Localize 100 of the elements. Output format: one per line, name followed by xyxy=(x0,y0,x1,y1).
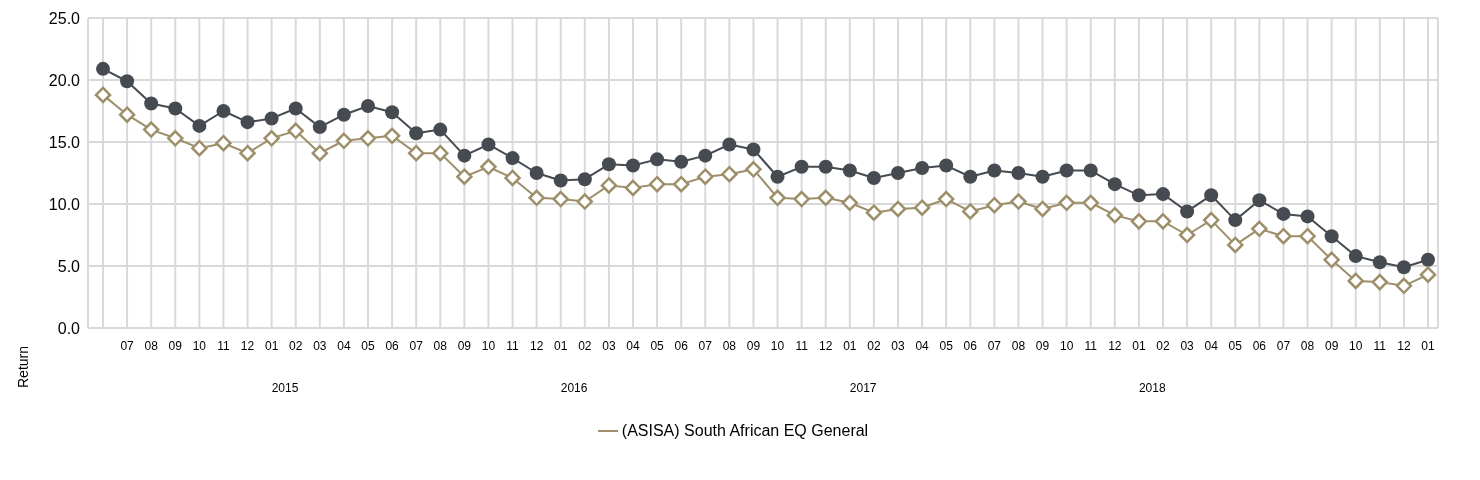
x-tick-label: 09 xyxy=(168,339,183,353)
point xyxy=(120,74,135,89)
point xyxy=(794,159,809,174)
point xyxy=(769,189,786,207)
point xyxy=(1180,204,1195,219)
x-tick-label: 05 xyxy=(1228,339,1243,353)
x-tick-label: 12 xyxy=(529,339,544,353)
x-tick-label: 10 xyxy=(192,339,207,353)
point xyxy=(288,101,303,116)
point xyxy=(335,132,353,150)
x-tick-label: 08 xyxy=(144,339,159,353)
x-tick-label: 04 xyxy=(626,339,640,353)
x-tick-label: 09 xyxy=(746,339,761,353)
point xyxy=(1130,213,1148,230)
x-tick-label: 03 xyxy=(1180,339,1195,353)
point xyxy=(576,193,594,210)
x-tick-label: 12 xyxy=(1397,339,1411,353)
point xyxy=(192,118,207,133)
point xyxy=(383,127,401,145)
point xyxy=(1083,163,1098,178)
point xyxy=(432,144,449,162)
x-tick-label: 03 xyxy=(602,339,616,353)
point xyxy=(1131,188,1146,203)
point xyxy=(263,130,280,147)
point xyxy=(939,158,954,173)
x-tick-label: 06 xyxy=(963,339,978,353)
x-tick-label: 02 xyxy=(1156,339,1170,353)
point xyxy=(1251,220,1268,238)
x-tick-label: 07 xyxy=(409,339,424,353)
point xyxy=(577,172,592,187)
point xyxy=(987,163,1002,178)
x-tick-label: 02 xyxy=(578,339,592,353)
point xyxy=(937,190,955,208)
x-tick-label: 02 xyxy=(867,339,881,353)
x-tick-label: 01 xyxy=(1132,339,1146,353)
x-tick-label: 09 xyxy=(1035,339,1050,353)
point xyxy=(1300,209,1315,224)
point xyxy=(553,173,568,188)
point xyxy=(1395,277,1413,295)
y-tick-label: 10.0 xyxy=(48,195,81,213)
x-tick-label: 07 xyxy=(120,339,135,353)
point xyxy=(142,121,160,138)
point xyxy=(770,169,785,184)
text: 2018 xyxy=(1138,381,1166,395)
point xyxy=(986,196,1003,214)
point xyxy=(168,101,183,116)
point xyxy=(746,142,761,157)
x-tick-label: 07 xyxy=(1276,339,1291,353)
x-tick-label: 12 xyxy=(819,339,833,353)
point xyxy=(913,199,931,216)
text: 2016 xyxy=(560,381,588,395)
x-tick-label: 06 xyxy=(385,339,400,353)
point xyxy=(866,170,881,185)
point xyxy=(1058,194,1075,212)
point xyxy=(552,190,569,208)
point xyxy=(407,144,425,162)
x-tick-label: 07 xyxy=(698,339,713,353)
y-tick-label: 5.0 xyxy=(57,257,81,275)
point xyxy=(745,161,762,178)
x-tick-label: 05 xyxy=(939,339,954,353)
x-tick-label: 01 xyxy=(554,339,568,353)
point xyxy=(433,122,448,137)
x-tick-label: 01 xyxy=(1421,339,1435,353)
x-tick-label: 02 xyxy=(289,339,303,353)
x-tick-label: 11 xyxy=(795,339,809,353)
point xyxy=(1419,266,1437,283)
point xyxy=(505,151,520,166)
point xyxy=(529,166,544,180)
point xyxy=(504,169,521,187)
point xyxy=(697,168,714,185)
point xyxy=(287,122,304,140)
point xyxy=(456,168,473,185)
point xyxy=(1227,236,1244,254)
text: 2017 xyxy=(849,381,877,395)
point xyxy=(311,144,329,162)
point xyxy=(1372,255,1387,270)
x-tick-label: 10 xyxy=(770,339,785,353)
point xyxy=(1228,213,1243,228)
point xyxy=(1421,252,1435,267)
x-tick-label: 04 xyxy=(1204,339,1219,353)
x-tick-label: 06 xyxy=(1252,339,1267,353)
point xyxy=(1348,249,1363,264)
point xyxy=(336,107,351,122)
legend-label: (ASISA) South African EQ General xyxy=(621,422,869,440)
y-tick-label: 25.0 xyxy=(48,9,81,27)
point xyxy=(240,115,255,130)
point xyxy=(480,158,497,176)
point xyxy=(457,148,472,163)
point xyxy=(817,189,834,207)
point xyxy=(698,148,713,163)
y-axis-title: Return xyxy=(15,345,31,388)
point xyxy=(1347,272,1364,290)
point xyxy=(626,158,640,173)
point xyxy=(1034,200,1051,218)
point xyxy=(361,99,375,114)
point xyxy=(915,161,930,176)
point xyxy=(1276,206,1291,221)
x-tick-label: 08 xyxy=(722,339,737,353)
x-tick-label: 06 xyxy=(674,339,689,353)
point xyxy=(624,179,642,197)
